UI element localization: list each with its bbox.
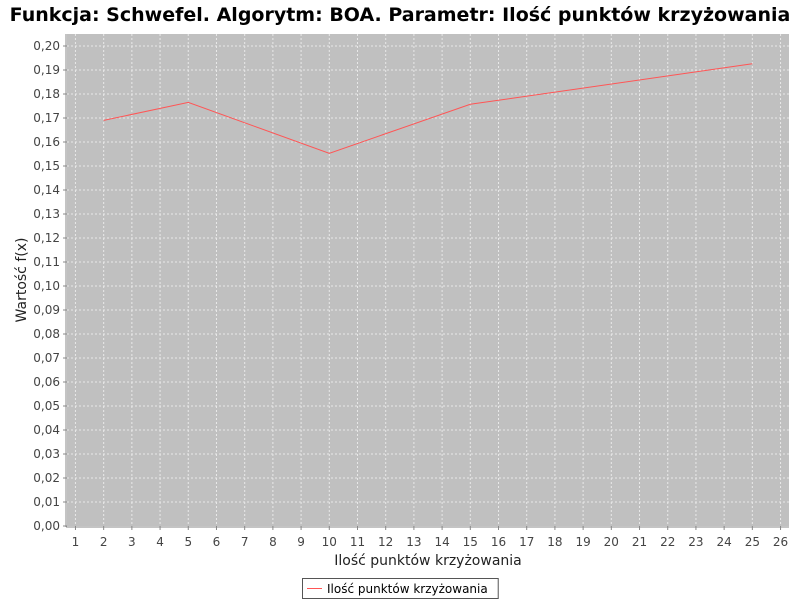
y-tick-label: 0,00: [33, 519, 60, 533]
y-tick-label: 0,01: [33, 495, 60, 509]
y-tick-label: 0,14: [33, 183, 60, 197]
x-tick-label: 1: [72, 535, 80, 549]
y-tick-label: 0,08: [33, 327, 60, 341]
x-tick-label: 11: [350, 535, 365, 549]
y-tick-label: 0,13: [33, 207, 60, 221]
plot-area: [67, 34, 789, 526]
grid-lines: [67, 34, 789, 526]
x-tick-label: 26: [773, 535, 788, 549]
x-tick-label: 25: [745, 535, 760, 549]
x-tick-label: 8: [269, 535, 277, 549]
y-tick-label: 0,10: [33, 279, 60, 293]
x-tick-label: 7: [241, 535, 249, 549]
x-tick-label: 9: [297, 535, 305, 549]
legend-box: [302, 578, 499, 599]
x-tick-label: 12: [378, 535, 393, 549]
legend: Ilość punktów krzyżowania: [302, 578, 499, 599]
x-tick-label: 5: [184, 535, 192, 549]
y-tick-label: 0,20: [33, 39, 60, 53]
x-tick-label: 2: [100, 535, 108, 549]
y-tick-label: 0,15: [33, 159, 60, 173]
x-tick-label: 21: [632, 535, 647, 549]
y-tick-label: 0,06: [33, 375, 60, 389]
x-tick-label: 14: [434, 535, 449, 549]
x-tick-label: 15: [463, 535, 478, 549]
x-tick-label: 22: [660, 535, 675, 549]
series-layer: [103, 63, 753, 154]
x-tick-label: 4: [156, 535, 164, 549]
x-tick-label: 23: [688, 535, 703, 549]
legend-label: Ilość punktów krzyżowania: [327, 582, 488, 596]
x-tick-label: 6: [213, 535, 221, 549]
y-tick-label: 0,09: [33, 303, 60, 317]
x-tick-label: 24: [716, 535, 731, 549]
x-tick-label: 10: [322, 535, 337, 549]
y-tick-label: 0,04: [33, 423, 60, 437]
x-tick-label: 16: [491, 535, 506, 549]
y-tick-label: 0,11: [33, 255, 60, 269]
x-tick-label: 19: [575, 535, 590, 549]
x-tick-label: 18: [547, 535, 562, 549]
x-tick-label: 20: [604, 535, 619, 549]
y-tick-label: 0,07: [33, 351, 60, 365]
x-tick-label: 13: [406, 535, 421, 549]
y-tick-label: 0,16: [33, 135, 60, 149]
axes: 0,00 0,01 0,02 0,03 0,04 0,05 0,06 0,07 0,08 0,09…: [33, 34, 789, 549]
y-tick-label: 0,18: [33, 87, 60, 101]
x-tick-label: 17: [519, 535, 534, 549]
y-tick-label: 0,02: [33, 471, 60, 485]
series-line: [103, 63, 753, 154]
x-axis-title: Ilość punktów krzyżowania: [334, 553, 522, 569]
y-tick-label: 0,17: [33, 111, 60, 125]
y-tick-label: 0,19: [33, 63, 60, 77]
chart-title: Funkcja: Schwefel. Algorytm: BOA. Parame…: [10, 4, 791, 26]
y-axis-title: Wartość f(x): [14, 238, 30, 323]
y-tick-label: 0,05: [33, 399, 60, 413]
y-tick-label: 0,12: [33, 231, 60, 245]
x-tick-label: 3: [128, 535, 136, 549]
y-tick-label: 0,03: [33, 447, 60, 461]
